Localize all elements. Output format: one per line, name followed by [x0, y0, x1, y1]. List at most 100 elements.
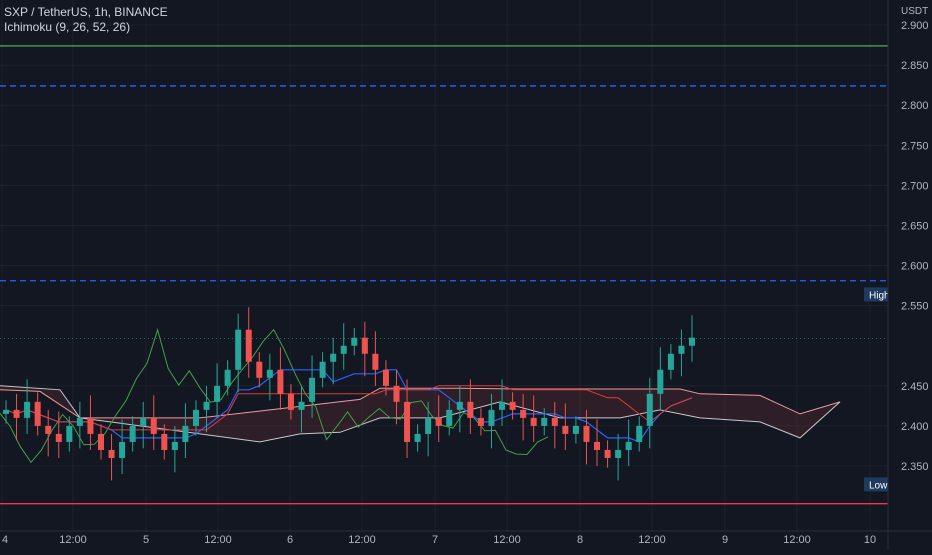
time-tick-label: 6 — [287, 534, 293, 546]
candle-body — [646, 393, 653, 426]
time-tick-label: 12:00 — [493, 534, 521, 546]
candle — [161, 424, 168, 460]
candle — [446, 400, 453, 436]
symbol-title[interactable]: SXP / TetherUS, 1h, BINANCE — [4, 5, 168, 19]
candle-body — [76, 417, 83, 426]
candle — [287, 384, 294, 420]
price-axis: USDT 2.900 2.850 2.800 2.750 2.700 2.650 2.600 2… — [887, 0, 932, 550]
time-tick-label: 10 — [864, 534, 876, 546]
candle-body — [108, 449, 115, 458]
candle — [509, 392, 516, 420]
candle — [140, 401, 147, 449]
candle-body — [594, 441, 601, 450]
candle-body — [192, 409, 199, 426]
time-axis: 4 12:00 5 12:00 6 12:00 7 12:00 8 12:00 9 12:00 10 — [0, 530, 932, 546]
candle-body — [256, 361, 263, 378]
candle — [562, 403, 569, 450]
candle — [277, 347, 284, 410]
candle — [214, 363, 221, 418]
candle-body — [203, 401, 210, 410]
candle — [382, 360, 389, 396]
candle-body — [150, 417, 157, 434]
candle-body — [287, 393, 294, 410]
candle-body — [266, 369, 273, 378]
candle — [13, 393, 20, 441]
candle-body — [97, 433, 104, 450]
candle-body — [66, 425, 73, 442]
candle-body — [615, 449, 622, 458]
marker-name-bg — [864, 287, 894, 302]
candle — [119, 419, 126, 475]
candle — [224, 360, 231, 396]
candle — [66, 416, 73, 452]
candle — [404, 379, 411, 458]
candle-body — [330, 353, 337, 362]
candle-body — [45, 425, 52, 434]
candle — [340, 323, 347, 370]
candle-body — [340, 345, 347, 354]
time-tick-label: 12:00 — [59, 534, 87, 546]
candle-body — [667, 353, 674, 370]
candle — [192, 400, 199, 436]
candle-body — [520, 409, 527, 418]
candle — [182, 403, 189, 458]
candle-body — [499, 401, 506, 410]
chart-legend: SXP / TetherUS, 1h, BINANCE Ichimoku (9,… — [4, 5, 168, 35]
candle-body — [119, 441, 126, 458]
candle-body — [583, 425, 590, 442]
price-tick-label: 2.600 — [901, 261, 929, 273]
candle-body — [182, 425, 189, 442]
candle-body — [477, 417, 484, 426]
candle — [477, 408, 484, 436]
candle — [45, 409, 52, 457]
candle — [351, 328, 358, 356]
candle — [667, 344, 674, 380]
price-tick-label: 2.750 — [901, 140, 929, 152]
candle-body — [572, 425, 579, 434]
ichimoku-indicator — [0, 328, 841, 464]
candle-body — [361, 337, 368, 354]
conversion-line — [5, 369, 693, 443]
indicator-title[interactable]: Ichimoku (9, 26, 52, 26) — [4, 20, 131, 34]
candle-body — [562, 425, 569, 434]
candle-body — [541, 417, 548, 426]
price-tick-label: 2.900 — [901, 20, 929, 32]
price-axis-bg — [888, 0, 932, 550]
time-tick-label: 5 — [143, 534, 149, 546]
candle — [203, 385, 210, 433]
candle — [108, 433, 115, 481]
price-tick-label: 2.650 — [901, 220, 929, 232]
candle-body — [657, 369, 664, 394]
candle-body — [425, 417, 432, 434]
marker-name-bg — [864, 477, 894, 492]
candle — [34, 392, 41, 436]
time-tick-label: 12:00 — [348, 534, 376, 546]
candle — [330, 337, 337, 385]
candle-body — [382, 369, 389, 386]
candle — [467, 379, 474, 434]
candle-body — [13, 409, 20, 418]
candle — [235, 313, 242, 393]
candle — [97, 424, 104, 460]
candle — [55, 411, 62, 458]
candle — [499, 379, 506, 426]
candle-body — [171, 441, 178, 450]
candle — [361, 321, 368, 377]
candle-body — [372, 353, 379, 370]
candle-body — [129, 425, 136, 442]
candle-body — [509, 401, 516, 410]
candle-body — [24, 401, 31, 418]
candle — [150, 395, 157, 450]
candle-body — [319, 361, 326, 378]
candle — [245, 307, 252, 378]
candle — [488, 393, 495, 449]
candle-body — [604, 449, 611, 458]
candle-body — [224, 369, 231, 386]
candle-body — [530, 417, 537, 426]
candle — [3, 400, 9, 424]
chart-grid — [0, 0, 888, 531]
candle — [425, 401, 432, 457]
candle-body — [298, 401, 305, 410]
